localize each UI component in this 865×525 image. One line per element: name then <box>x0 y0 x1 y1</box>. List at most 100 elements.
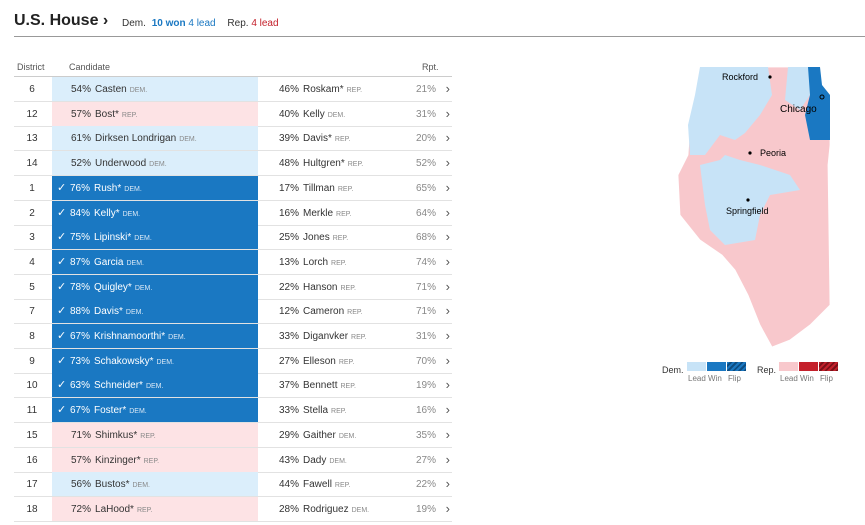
loser: 29% Gaither DEM. <box>279 430 356 441</box>
loser-party: REP. <box>334 136 351 144</box>
row-chevron[interactable]: › <box>445 155 450 171</box>
winner: 63% Schneider* DEM. <box>70 380 163 391</box>
table-row: 10 63% Schneider* DEM. ✓ 37% Bennett REP. 19% › <box>14 373 452 399</box>
row-chevron[interactable]: › <box>445 500 450 516</box>
winner-cell: 87% Garcia DEM. ✓ <box>52 249 258 274</box>
table-row: 17 56% Bustos* DEM. 44% Fawell REP. 22% › <box>14 472 452 498</box>
loser-pct: 43% <box>279 454 300 466</box>
row-chevron[interactable]: › <box>445 303 450 319</box>
winner: 56% Bustos* DEM. <box>71 479 150 490</box>
loser-pct: 48% <box>279 158 300 170</box>
winner-name: Quigley* <box>94 281 132 293</box>
table-row: 18 72% LaHood* REP. 28% Rodriguez DEM. 19% › <box>14 496 452 522</box>
table-row: 4 87% Garcia DEM. ✓ 13% Lorch REP. 74% › <box>14 249 452 275</box>
winner-party: REP. <box>140 432 156 440</box>
loser-party: REP. <box>347 161 364 169</box>
loser-party: REP. <box>336 210 352 218</box>
loser-party: REP. <box>338 358 355 366</box>
winner-cell: 63% Schneider* DEM. ✓ <box>52 373 258 398</box>
row-chevron[interactable]: › <box>445 476 450 492</box>
winner-cell: 52% Underwood DEM. <box>52 151 258 176</box>
city-dot <box>768 75 772 79</box>
table-row: 16 57% Kinzinger* REP. 43% Dady DEM. 27% › <box>14 447 452 473</box>
winner-party: REP. <box>136 506 153 514</box>
reporting: 31% <box>415 108 436 120</box>
winner-party: DEM. <box>134 284 153 292</box>
loser: 46% Roskam* REP. <box>279 84 362 95</box>
loser-pct: 40% <box>279 108 300 120</box>
district: 12 <box>26 108 38 120</box>
loser-pct: 33% <box>279 331 300 342</box>
title[interactable]: U.S. House › <box>14 12 109 29</box>
winner-name: Kinzinger* <box>95 454 141 466</box>
winner-party: DEM. <box>124 185 142 193</box>
check: ✓ <box>57 280 67 293</box>
row-chevron[interactable]: › <box>445 451 450 467</box>
row-chevron[interactable]: › <box>445 204 450 220</box>
winner: 73% Schakowsky* DEM. <box>70 356 174 367</box>
loser-pct: 25% <box>279 232 300 244</box>
legend-label: Dem. <box>662 365 684 375</box>
row-chevron[interactable]: › <box>445 377 450 393</box>
legend-item: Flip <box>820 374 833 383</box>
loser-pct: 13% <box>279 256 300 268</box>
loser-name: Hanson <box>303 281 338 293</box>
row-chevron[interactable]: › <box>445 229 450 245</box>
dem-won: 10 won <box>151 18 186 29</box>
winner-pct: 72% <box>71 503 92 515</box>
winner-cell: 88% Davis* DEM. ✓ <box>52 299 258 324</box>
winner: 57% Bost* REP. <box>71 109 137 120</box>
winner-name: Schakowsky* <box>94 355 154 367</box>
winner: 61% Dirksen Londrigan DEM. <box>71 133 197 144</box>
loser: 27% Elleson REP. <box>279 356 354 367</box>
row-chevron[interactable]: › <box>445 81 450 96</box>
row-chevron[interactable]: › <box>445 278 450 294</box>
loser-name: Jones <box>303 232 330 244</box>
loser: 12% Cameron REP. <box>279 306 363 317</box>
check: ✓ <box>57 231 67 244</box>
legend-item: Lead <box>688 374 706 383</box>
loser: 33% Diganvker REP. <box>279 331 366 342</box>
loser: 28% Rodriguez DEM. <box>279 504 369 515</box>
row-chevron[interactable]: › <box>445 105 450 121</box>
legend-swatch <box>799 362 818 371</box>
city-dot <box>748 151 752 155</box>
row-chevron[interactable]: › <box>445 402 450 418</box>
loser: 40% Kelly DEM. <box>279 109 345 120</box>
table-row: 13 61% Dirksen Londrigan DEM. 39% Davis* REP. 2… <box>14 126 452 152</box>
row-chevron[interactable]: › <box>445 130 450 146</box>
district: 6 <box>29 84 35 95</box>
legend-swatch <box>819 362 838 371</box>
check: ✓ <box>57 354 67 367</box>
check: ✓ <box>57 330 67 342</box>
winner: 57% Kinzinger* REP. <box>71 455 159 466</box>
loser-name: Cameron <box>303 306 345 318</box>
row-chevron[interactable]: › <box>445 179 450 195</box>
loser-name: Diganvker <box>303 331 349 342</box>
loser-name: Fawell <box>303 479 332 491</box>
winner-pct: 63% <box>70 380 91 392</box>
loser: 48% Hultgren* REP. <box>279 158 363 169</box>
winner-cell: 72% LaHood* REP. <box>52 496 258 521</box>
winner-cell: 54% Casten DEM. <box>52 77 258 101</box>
table-row: 15 71% Shimkus* REP. 29% Gaither DEM. 35% › <box>14 422 452 448</box>
loser: 37% Bennett REP. <box>279 380 356 391</box>
row-chevron[interactable]: › <box>445 426 450 442</box>
row-chevron[interactable]: › <box>445 352 450 368</box>
table-row: 3 75% Lipinski* DEM. ✓ 25% Jones REP. 68% › <box>14 225 452 251</box>
loser-pct: 22% <box>279 281 300 293</box>
winner: 54% Casten DEM. <box>71 84 147 95</box>
winner-party: DEM. <box>129 87 148 94</box>
reporting: 31% <box>415 331 436 342</box>
winner-party: DEM. <box>179 136 197 144</box>
loser-pct: 28% <box>279 503 300 515</box>
reporting: 65% <box>415 182 436 194</box>
row-chevron[interactable]: › <box>445 328 450 343</box>
winner-cell: 71% Shimkus* REP. <box>52 422 258 447</box>
loser-name: Rodriguez <box>303 503 349 515</box>
loser-pct: 37% <box>279 380 300 392</box>
row-chevron[interactable]: › <box>445 253 450 269</box>
loser-pct: 33% <box>279 405 300 417</box>
district-dem-win <box>805 67 830 140</box>
district: 17 <box>26 479 38 491</box>
